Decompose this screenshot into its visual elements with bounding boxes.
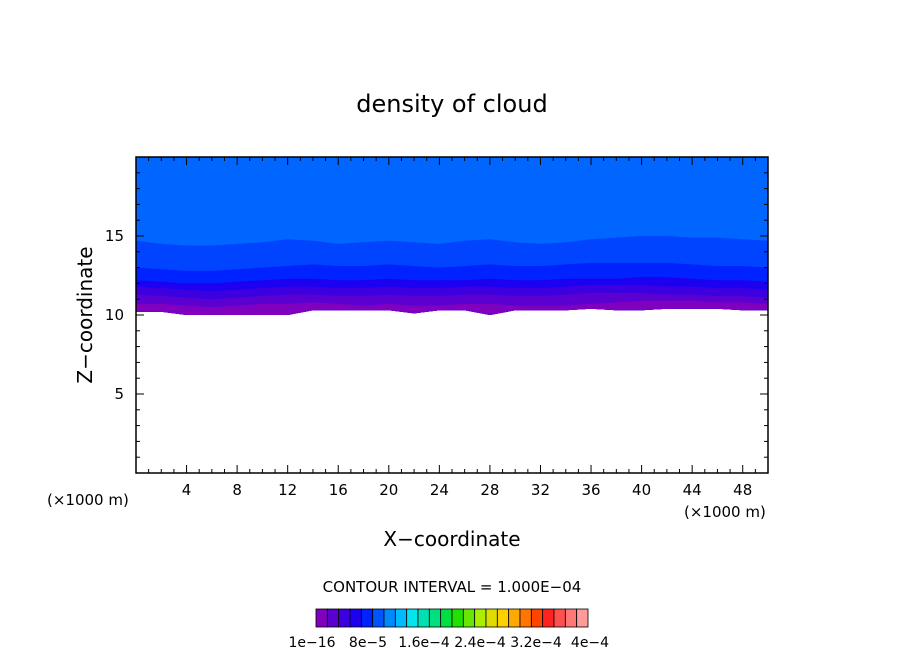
- colorbar-swatch: [564, 608, 578, 628]
- colorbar: [315, 608, 589, 628]
- colorbar-swatch: [508, 608, 521, 628]
- chart-title: density of cloud: [356, 90, 547, 118]
- x-tick-label: 28: [480, 481, 499, 499]
- colorbar-swatch: [394, 608, 408, 628]
- colorbar-swatch: [576, 608, 589, 628]
- colorbar-label: 2.4e−4: [454, 635, 506, 651]
- x-tick-label: 12: [278, 481, 297, 499]
- axis-ticks: [136, 157, 768, 473]
- y-tick-label: 15: [105, 227, 124, 245]
- x-unit-label-right: (×1000 m): [684, 503, 766, 521]
- colorbar-swatch: [451, 608, 464, 628]
- x-tick-label: 36: [581, 481, 600, 499]
- colorbar-swatch: [542, 608, 555, 628]
- colorbar-label: 1.6e−4: [398, 635, 450, 651]
- colorbar-swatch: [485, 608, 498, 628]
- contour-bands: [136, 157, 768, 315]
- colorbar-swatch: [326, 608, 340, 628]
- colorbar-swatch: [338, 608, 351, 628]
- colorbar-swatch: [428, 608, 442, 628]
- colorbar-swatch: [462, 608, 476, 628]
- x-tick-label: 16: [329, 481, 348, 499]
- colorbar-swatch: [530, 608, 544, 628]
- x-tick-label: 48: [733, 481, 752, 499]
- colorbar-swatch: [553, 608, 566, 628]
- colorbar-swatch: [496, 608, 510, 628]
- colorbar-label: 8e−5: [349, 635, 387, 651]
- y-axis-label: Z−coordinate: [73, 246, 97, 383]
- plot-area: [135, 156, 769, 474]
- colorbar-swatch: [383, 608, 396, 628]
- colorbar-label: 3.2e−4: [510, 635, 562, 651]
- y-tick-label: 5: [114, 385, 124, 403]
- colorbar-swatch: [406, 608, 419, 628]
- colorbar-swatch: [417, 608, 430, 628]
- x-tick-label: 8: [232, 481, 242, 499]
- x-tick-label: 20: [379, 481, 398, 499]
- colorbar-swatch: [440, 608, 453, 628]
- colorbar-swatch: [372, 608, 385, 628]
- colorbar-label: 1e−16: [288, 635, 335, 651]
- x-unit-label-left: (×1000 m): [47, 491, 129, 509]
- colorbar-label: 4e−4: [571, 635, 609, 651]
- colorbar-swatch: [474, 608, 487, 628]
- colorbar-labels: 1e−16 8e−5 1.6e−4 2.4e−4 3.2e−4 4e−4: [288, 635, 609, 651]
- contour-interval-label: CONTOUR INTERVAL = 1.000E−04: [323, 578, 582, 596]
- x-tick-label: 4: [182, 481, 192, 499]
- contour-band-7: [136, 300, 768, 315]
- x-tick-labels: 4 8 12 16 20 24 28 32 36 40 44 48: [182, 481, 752, 499]
- colorbar-swatch: [360, 608, 374, 628]
- x-axis-label: X−coordinate: [383, 527, 520, 551]
- x-tick-label: 40: [632, 481, 651, 499]
- colorbar-swatch: [349, 608, 362, 628]
- x-tick-label: 44: [683, 481, 702, 499]
- y-tick-label: 10: [105, 306, 124, 324]
- colorbar-swatch: [315, 608, 328, 628]
- x-tick-label: 32: [531, 481, 550, 499]
- y-tick-labels: 5 10 15: [105, 227, 124, 403]
- x-tick-label: 24: [430, 481, 449, 499]
- colorbar-swatch: [519, 608, 532, 628]
